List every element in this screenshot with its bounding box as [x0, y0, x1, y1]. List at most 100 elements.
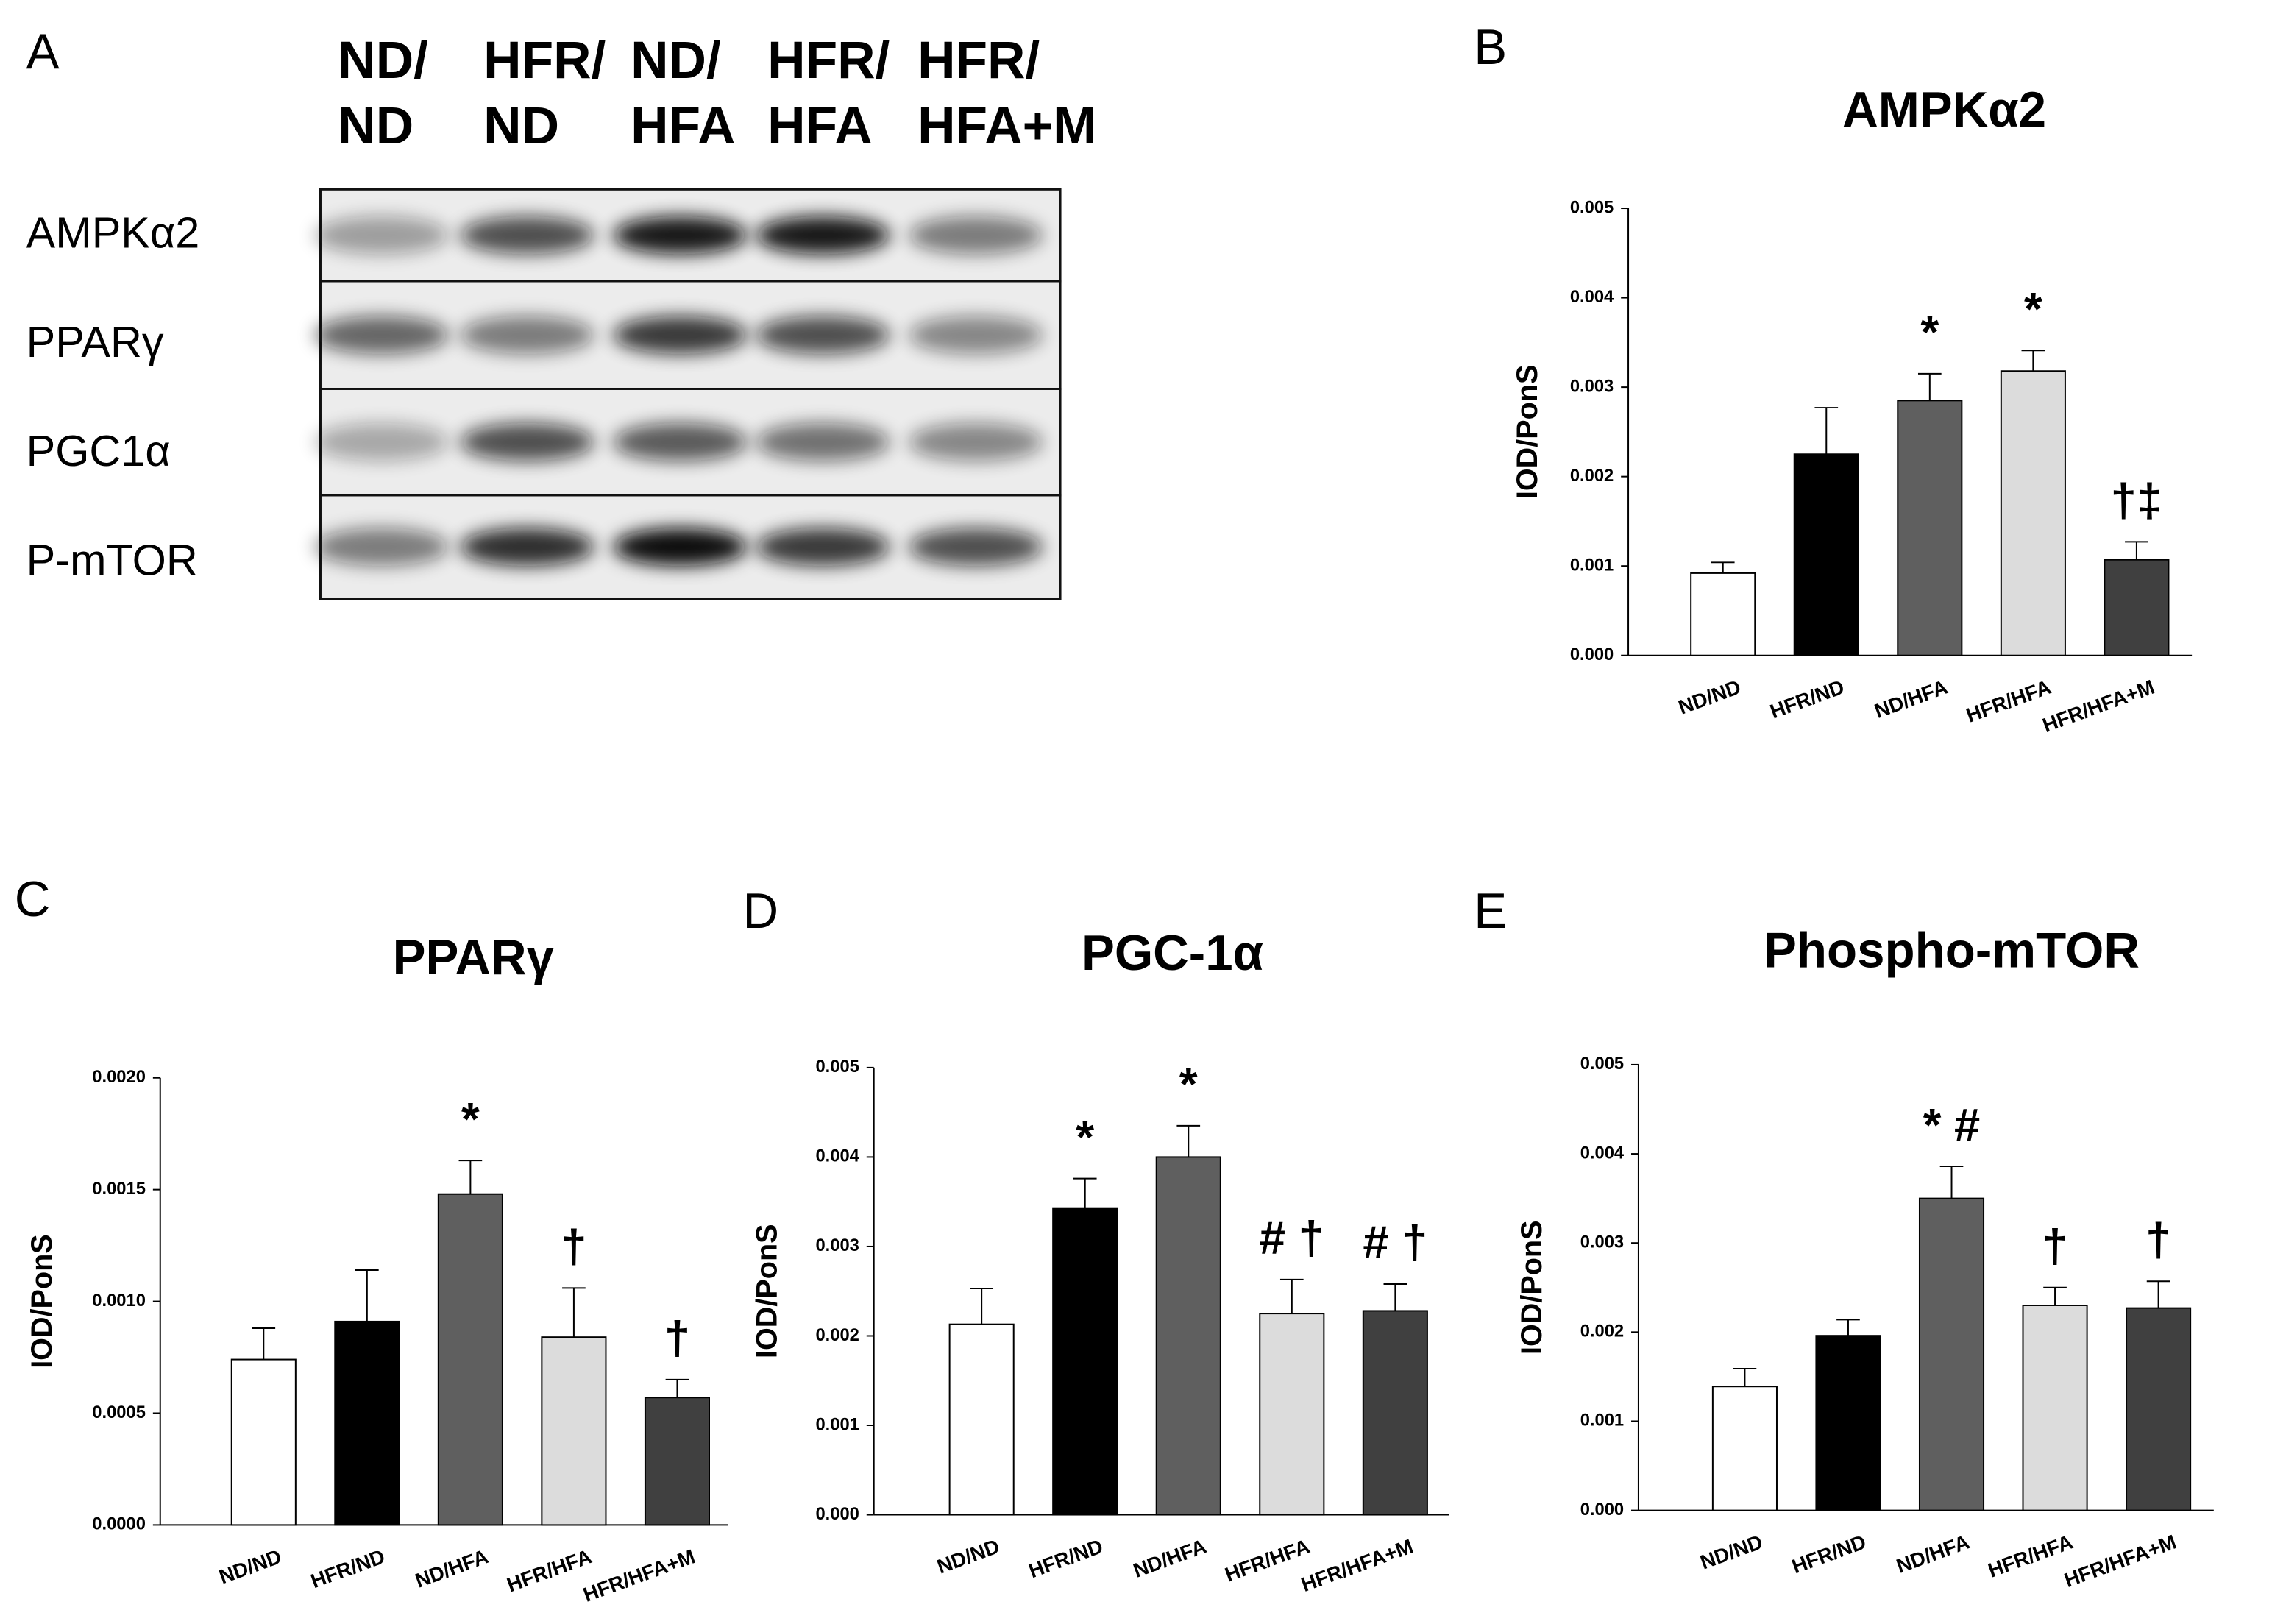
- band: [756, 316, 890, 354]
- lane-label: HFR/: [483, 31, 606, 90]
- bar: [1815, 1335, 1881, 1511]
- lane-label: ND: [338, 96, 413, 155]
- band: [613, 316, 748, 354]
- significance-mark: *: [1076, 1112, 1094, 1163]
- bar: [2000, 370, 2066, 656]
- bar: [948, 1323, 1015, 1516]
- significance-mark: †: [2042, 1221, 2067, 1272]
- bar: [230, 1358, 297, 1526]
- lane-label: HFA: [631, 96, 736, 155]
- band: [314, 216, 449, 255]
- bar: [1155, 1156, 1221, 1516]
- y-axis-label: IOD/PonS: [1516, 1221, 1548, 1355]
- bar: [1711, 1386, 1778, 1511]
- bar: [644, 1397, 710, 1526]
- band: [909, 528, 1043, 566]
- bar: [1897, 400, 1963, 656]
- lane-label: HFR/: [767, 31, 890, 90]
- y-tick-label: 0.004: [1570, 287, 1614, 307]
- band: [460, 423, 594, 461]
- row-label: PGC1α: [26, 426, 171, 475]
- y-tick-label: 0.0000: [92, 1514, 146, 1534]
- bar: [2104, 559, 2170, 656]
- y-tick-label: 0.0015: [92, 1179, 146, 1199]
- y-axis-label: IOD/PonS: [26, 1234, 58, 1369]
- band: [756, 528, 890, 566]
- band: [756, 423, 890, 461]
- significance-mark: # †: [1260, 1213, 1324, 1264]
- y-tick-label: 0.000: [1570, 645, 1614, 664]
- row-label: P-mTOR: [26, 536, 198, 585]
- panel-label: B: [1474, 20, 1507, 75]
- bar: [1793, 453, 1859, 656]
- y-tick-label: 0.000: [815, 1504, 859, 1524]
- panel-label: D: [743, 884, 779, 939]
- row-label: AMPKα2: [26, 208, 200, 257]
- y-tick-label: 0.001: [1570, 555, 1614, 575]
- band: [460, 216, 594, 255]
- chart-title: PPARγ: [393, 930, 555, 985]
- significance-mark: †: [664, 1313, 690, 1364]
- y-tick-label: 0.000: [1580, 1500, 1624, 1520]
- bar: [1052, 1207, 1118, 1516]
- lane-label: ND: [483, 96, 559, 155]
- band: [909, 216, 1043, 255]
- band: [460, 528, 594, 566]
- y-tick-label: 0.003: [1580, 1232, 1624, 1252]
- y-tick-label: 0.0005: [92, 1403, 146, 1422]
- bar: [1690, 572, 1756, 656]
- significance-mark: *: [1920, 307, 1939, 358]
- y-tick-label: 0.001: [815, 1414, 859, 1434]
- significance-mark: †‡: [2111, 475, 2162, 527]
- bar: [541, 1336, 607, 1526]
- y-tick-label: 0.004: [1580, 1143, 1625, 1163]
- panel-label: E: [1474, 884, 1507, 939]
- lane-label: HFR/: [917, 31, 1040, 90]
- chart-title: AMPKα2: [1842, 82, 2046, 138]
- y-axis-label: IOD/PonS: [751, 1224, 784, 1358]
- y-tick-label: 0.005: [815, 1057, 859, 1077]
- lane-label: ND/: [338, 31, 428, 90]
- y-axis-label: IOD/PonS: [1511, 365, 1544, 500]
- band: [314, 423, 449, 461]
- significance-mark: # †: [1363, 1217, 1427, 1269]
- panel-label: C: [15, 872, 51, 927]
- y-tick-label: 0.0010: [92, 1291, 146, 1311]
- band: [460, 316, 594, 354]
- band: [613, 423, 748, 461]
- bar: [1259, 1313, 1325, 1516]
- bar: [1362, 1310, 1428, 1516]
- band: [314, 528, 449, 566]
- y-tick-label: 0.001: [1580, 1411, 1624, 1430]
- lane-label: HFA: [767, 96, 873, 155]
- bar: [437, 1193, 503, 1526]
- y-tick-label: 0.004: [815, 1146, 859, 1166]
- band: [909, 423, 1043, 461]
- significance-mark: * #: [1923, 1099, 1980, 1151]
- band: [756, 216, 890, 255]
- band: [314, 316, 449, 354]
- chart-title: PGC-1α: [1082, 926, 1263, 981]
- y-tick-label: 0.002: [1570, 466, 1614, 486]
- bar: [2126, 1307, 2192, 1511]
- significance-mark: †: [2145, 1215, 2171, 1266]
- y-tick-label: 0.002: [1580, 1322, 1624, 1341]
- row-label: PPARγ: [26, 317, 164, 366]
- y-tick-label: 0.002: [815, 1325, 859, 1345]
- y-tick-label: 0.005: [1580, 1054, 1624, 1074]
- lane-label: HFA+M: [917, 96, 1096, 155]
- band: [909, 316, 1043, 354]
- y-tick-label: 0.003: [815, 1235, 859, 1255]
- significance-mark: *: [1179, 1059, 1198, 1110]
- y-tick-label: 0.003: [1570, 376, 1614, 396]
- significance-mark: †: [561, 1221, 586, 1273]
- band: [613, 528, 748, 566]
- significance-mark: *: [461, 1093, 480, 1145]
- chart-title: Phospho-mTOR: [1764, 923, 2140, 978]
- bar: [2022, 1305, 2088, 1511]
- band: [613, 216, 748, 255]
- bar: [334, 1320, 400, 1526]
- panel-label: A: [26, 24, 60, 79]
- y-tick-label: 0.0020: [92, 1067, 146, 1087]
